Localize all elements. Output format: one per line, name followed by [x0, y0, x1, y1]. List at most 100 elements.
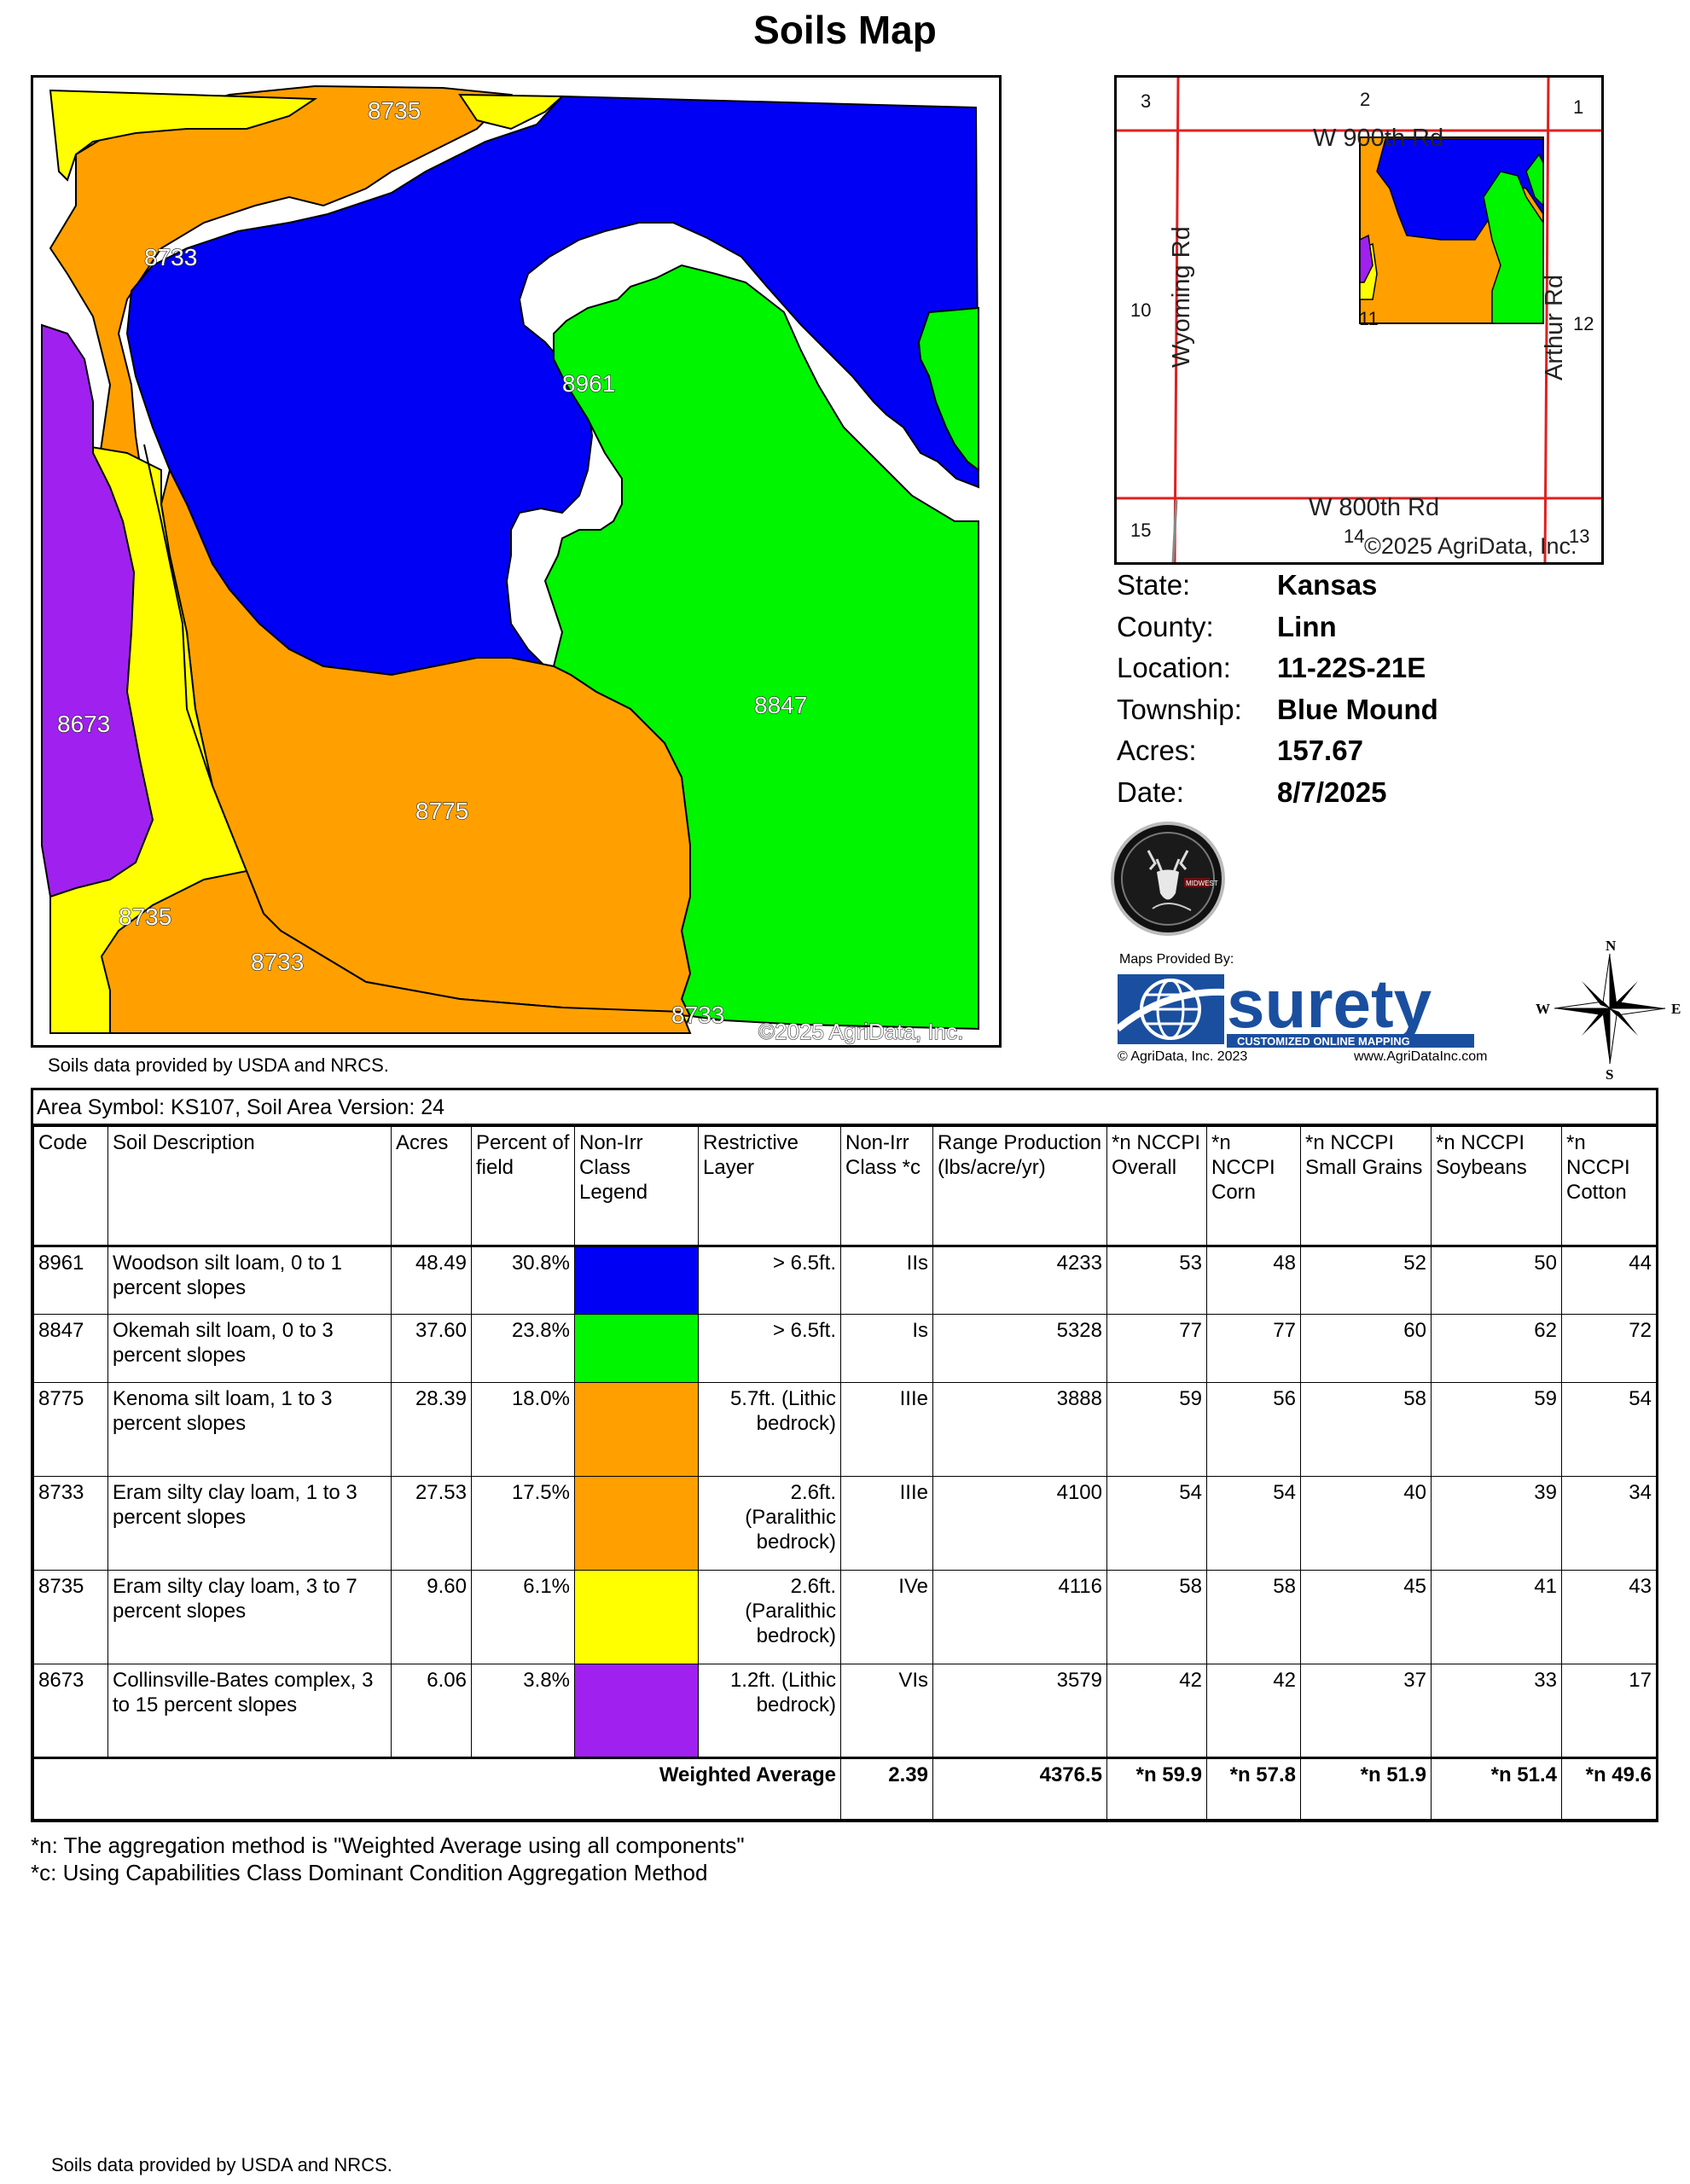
cell-nccpi-soy: 59	[1431, 1382, 1562, 1477]
area-symbol: Area Symbol: KS107, Soil Area Version: 2…	[33, 1090, 1656, 1126]
source-note: Soils data provided by USDA and NRCS.	[48, 1054, 389, 1076]
info-state: State: Kansas	[1117, 565, 1594, 607]
table-row: 8673 Collinsville-Bates complex, 3 to 15 …	[33, 1664, 1657, 1758]
state-label: State:	[1117, 569, 1191, 601]
cell-restrictive: > 6.5ft.	[698, 1314, 841, 1383]
county-label: County:	[1117, 610, 1214, 642]
cell-nccpi-overall: 54	[1106, 1476, 1207, 1571]
cell-nccpi-small: 37	[1300, 1664, 1432, 1758]
state-value: Kansas	[1277, 569, 1378, 601]
surety-wordmark: surety	[1227, 969, 1432, 1042]
cell-code: 8847	[33, 1314, 108, 1383]
cell-nccpi-corn: 42	[1206, 1664, 1301, 1758]
cell-nccpi-small: 60	[1300, 1314, 1432, 1383]
info-acres: Acres: 157.67	[1117, 730, 1594, 772]
cell-nccpi-small: 40	[1300, 1476, 1432, 1571]
cell-nccpi-cotton: 17	[1561, 1664, 1657, 1758]
avg-soy: *n 51.4	[1431, 1757, 1562, 1820]
soil-label-8775: 8775	[415, 798, 468, 824]
location-label: Location:	[1117, 652, 1231, 684]
acres-value: 157.67	[1277, 735, 1363, 767]
cell-nccpi-soy: 39	[1431, 1476, 1562, 1571]
page-title: Soils Map	[753, 8, 937, 52]
header-nccpi-cotton: *n NCCPI Cotton	[1561, 1126, 1657, 1246]
cell-nccpi-cotton: 34	[1561, 1476, 1657, 1571]
cell-nccpi-cotton: 43	[1561, 1570, 1657, 1664]
cell-description: Okemah silt loam, 0 to 3 percent slopes	[107, 1314, 392, 1383]
info-location: Location: 11-22S-21E	[1117, 648, 1594, 689]
cell-nccpi-overall: 42	[1106, 1664, 1207, 1758]
cell-restrictive: 2.6ft. (Paralithic bedrock)	[698, 1476, 841, 1571]
globe-icon	[1118, 979, 1238, 1040]
soil-label-8735-bottom: 8735	[119, 903, 171, 930]
soil-area-8733-bottom	[100, 869, 692, 1034]
soil-area-8735-top-right	[458, 93, 565, 131]
section-10: 10	[1130, 299, 1151, 321]
cell-range: 3579	[932, 1664, 1107, 1758]
avg-small: *n 51.9	[1300, 1757, 1432, 1820]
source-note-bottom: Soils data provided by USDA and NRCS.	[51, 2154, 392, 2175]
cell-nccpi-small: 58	[1300, 1382, 1432, 1477]
section-15: 15	[1130, 520, 1151, 541]
cell-code: 8673	[33, 1664, 108, 1758]
soil-label-8733-left: 8733	[144, 244, 197, 270]
cell-code: 8735	[33, 1570, 108, 1664]
cell-nccpi-cotton: 72	[1561, 1314, 1657, 1383]
table-row: 8775 Kenoma silt loam, 1 to 3 percent slo…	[33, 1382, 1657, 1477]
table-row: 8847 Okemah silt loam, 0 to 3 percent slo…	[33, 1314, 1657, 1383]
header-nccpi-overall: *n NCCPI Overall	[1106, 1126, 1207, 1246]
cell-description: Collinsville-Bates complex, 3 to 15 perc…	[107, 1664, 392, 1758]
cell-nccpi-soy: 41	[1431, 1570, 1562, 1664]
surety-url: www.AgriDataInc.com	[1354, 1049, 1488, 1064]
footnote-n: *n: The aggregation method is "Weighted …	[31, 1833, 745, 1858]
section-3: 3	[1141, 90, 1151, 112]
avg-class: 2.39	[840, 1757, 933, 1820]
cell-range: 4116	[932, 1570, 1107, 1664]
compass-s: S	[1606, 1066, 1613, 1079]
cell-nccpi-overall: 53	[1106, 1246, 1207, 1315]
cell-restrictive: 2.6ft. (Paralithic bedrock)	[698, 1570, 841, 1664]
cell-nccpi-soy: 50	[1431, 1246, 1562, 1315]
cell-description: Eram silty clay loam, 1 to 3 percent slo…	[107, 1476, 392, 1571]
cell-nccpi-overall: 59	[1106, 1382, 1207, 1477]
weighted-average-row: Weighted Average 2.39 4376.5 *n 59.9 *n …	[33, 1757, 1657, 1820]
cell-code: 8961	[33, 1246, 108, 1315]
header-nccpi-corn: *n NCCPI Corn	[1206, 1126, 1301, 1246]
cell-range: 5328	[932, 1314, 1107, 1383]
avg-cotton: *n 49.6	[1561, 1757, 1657, 1820]
soil-area-8961	[125, 95, 980, 677]
cell-acres: 9.60	[391, 1570, 472, 1664]
cell-nccpi-corn: 54	[1206, 1476, 1301, 1571]
header-range: Range Production (lbs/acre/yr)	[932, 1126, 1107, 1246]
compass-w: W	[1536, 1001, 1550, 1017]
soil-label-8847: 8847	[754, 692, 807, 718]
cell-legend-swatch	[574, 1664, 699, 1758]
township-label: Township:	[1117, 693, 1242, 725]
cell-class: IIIe	[840, 1476, 933, 1571]
road-wyoming: Wyoming Rd	[1168, 226, 1195, 368]
compass-n: N	[1606, 938, 1617, 954]
soil-area-8735-top-left	[49, 89, 318, 182]
cell-restrictive: 5.7ft. (Lithic bedrock)	[698, 1382, 841, 1477]
cell-nccpi-small: 52	[1300, 1246, 1432, 1315]
soil-label-8733-corner: 8733	[671, 1002, 724, 1028]
cell-nccpi-cotton: 44	[1561, 1246, 1657, 1315]
surety-tagline: CUSTOMIZED ONLINE MAPPING	[1237, 1035, 1410, 1048]
cell-code: 8733	[33, 1476, 108, 1571]
cell-percent: 18.0%	[471, 1382, 575, 1477]
soils-map: 8735 8733 8961 8673 8847 8775 8735 8733 …	[31, 75, 1002, 1048]
section-11: 11	[1359, 308, 1379, 329]
cell-class: IIs	[840, 1246, 933, 1315]
cell-class: IVe	[840, 1570, 933, 1664]
avg-corn: *n 57.8	[1206, 1757, 1301, 1820]
cell-percent: 30.8%	[471, 1246, 575, 1315]
acres-label: Acres:	[1117, 735, 1197, 767]
cell-nccpi-overall: 77	[1106, 1314, 1207, 1383]
cell-description: Woodson silt loam, 0 to 1 percent slopes	[107, 1246, 392, 1315]
date-label: Date:	[1117, 775, 1184, 808]
cell-class: IIIe	[840, 1382, 933, 1477]
header-nccpi-small: *n NCCPI Small Grains	[1300, 1126, 1432, 1246]
info-township: Township: Blue Mound	[1117, 689, 1594, 731]
cell-range: 4100	[932, 1476, 1107, 1571]
cell-acres: 6.06	[391, 1664, 472, 1758]
